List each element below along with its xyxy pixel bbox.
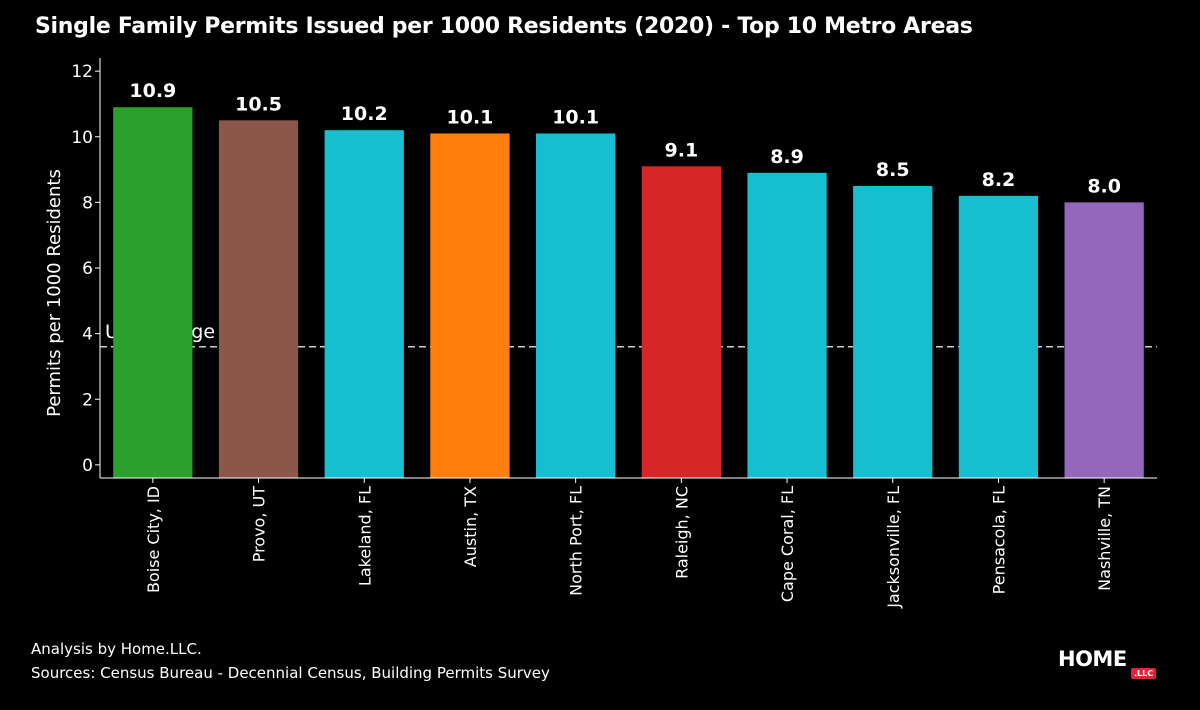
y-tick-label-2: 4 [82, 325, 93, 345]
y-tick-label-5: 10 [71, 128, 93, 148]
y-axis-label: Permits per 1000 Residents [44, 169, 65, 417]
logo-text: HOME [1058, 647, 1127, 671]
category-label-0: Boise City, ID [144, 486, 163, 593]
bar-6 [747, 172, 827, 478]
category-label-6: Cape Coral, FL [778, 486, 797, 602]
analysis-credit: Analysis by Home.LLC. [31, 640, 202, 658]
value-label-3: 10.1 [447, 106, 494, 128]
value-label-4: 10.1 [552, 106, 599, 128]
value-label-1: 10.5 [235, 93, 282, 115]
category-label-7: Jacksonville, FL [884, 486, 903, 609]
labels-group: 10.9 Boise City, ID 10.5 Provo, UT 10.2 Lakel… [44, 62, 1121, 609]
bars-group [113, 107, 1144, 478]
category-label-9: Nashville, TN [1095, 486, 1114, 591]
bar-9 [1064, 202, 1144, 478]
logo-badge: .LLC [1131, 668, 1157, 679]
value-label-5: 9.1 [665, 139, 699, 161]
y-tick-label-4: 8 [82, 193, 93, 213]
bar-7 [853, 185, 933, 478]
bar-3 [430, 133, 510, 478]
bar-1 [218, 120, 299, 478]
category-label-3: Austin, TX [461, 486, 480, 567]
bar-8 [958, 195, 1039, 478]
chart-title: Single Family Permits Issued per 1000 Re… [35, 14, 973, 39]
value-label-6: 8.9 [770, 146, 804, 168]
category-label-8: Pensacola, FL [989, 486, 1008, 594]
category-label-1: Provo, UT [250, 486, 269, 563]
y-tick-label-1: 2 [82, 390, 93, 410]
bar-5 [641, 166, 721, 478]
home-llc-logo: HOME .LLC [1058, 647, 1157, 679]
axes-group [95, 58, 1157, 483]
bar-4 [536, 133, 616, 478]
bar-0 [113, 107, 193, 478]
value-label-8: 8.2 [982, 169, 1016, 191]
category-label-4: North Port, FL [567, 486, 586, 596]
category-label-5: Raleigh, NC [672, 486, 691, 579]
value-label-2: 10.2 [341, 103, 388, 125]
y-tick-label-3: 6 [82, 259, 93, 279]
sources-note: Sources: Census Bureau - Decennial Censu… [31, 664, 550, 682]
y-tick-label-0: 0 [82, 456, 93, 476]
y-tick-label-6: 12 [71, 62, 93, 82]
value-label-0: 10.9 [129, 80, 176, 102]
value-label-7: 8.5 [876, 159, 910, 181]
value-label-9: 8.0 [1087, 175, 1121, 197]
bar-2 [324, 130, 404, 478]
category-label-2: Lakeland, FL [355, 486, 374, 586]
